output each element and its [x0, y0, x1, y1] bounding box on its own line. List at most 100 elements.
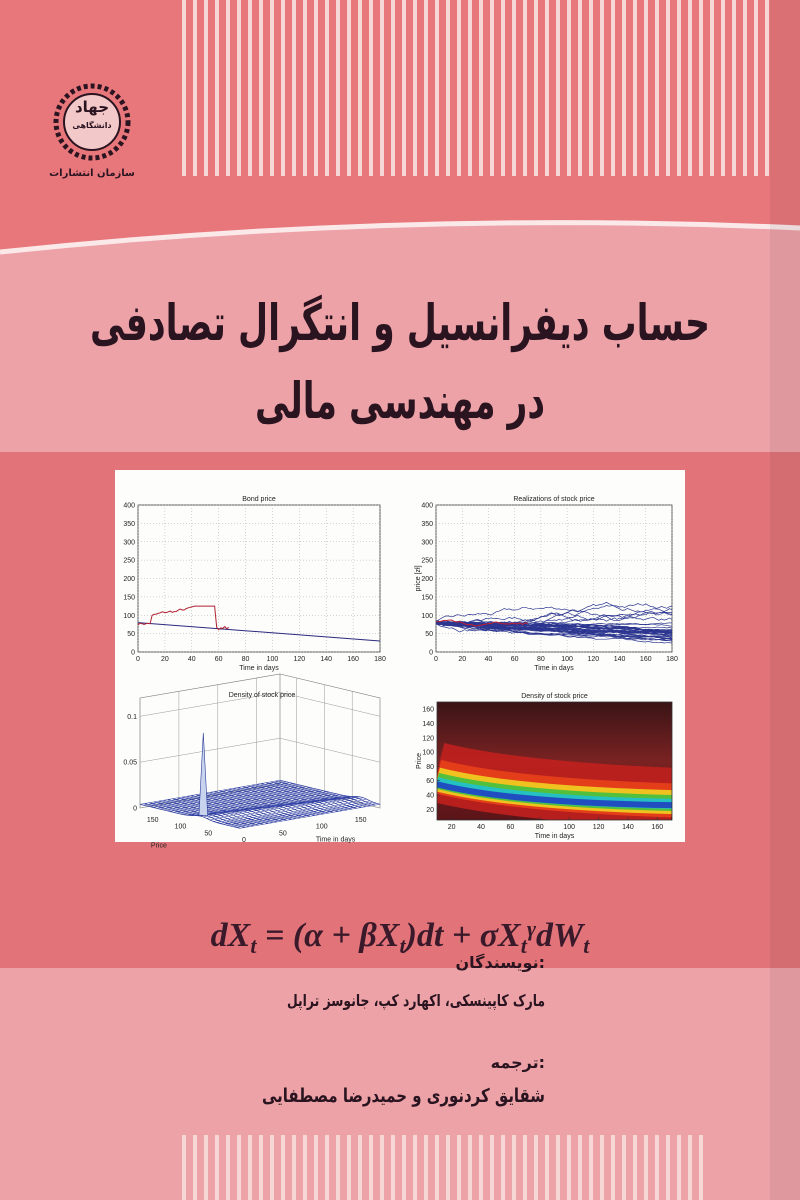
mesh-line: [143, 780, 284, 806]
y-tick-label: 350: [123, 521, 135, 528]
stripe: [655, 0, 659, 176]
formula-part: dW: [536, 917, 586, 954]
stripe: [446, 1135, 450, 1200]
x-tick-label: 100: [561, 656, 573, 663]
y-tick-label: 100: [175, 824, 187, 831]
figures: 0 20 40 60 80 100 120 140 160 1800501001502002503…: [123, 496, 678, 849]
mesh-line: [156, 784, 297, 809]
stripe: [237, 0, 241, 176]
stripe: [523, 1135, 527, 1200]
y-tick-label: 100: [422, 750, 434, 757]
stripe: [633, 1135, 637, 1200]
stripe: [413, 0, 417, 176]
stripe: [611, 1135, 615, 1200]
y-tick-label: 150: [421, 594, 433, 601]
stripe: [545, 0, 549, 176]
y-tick-label: 80: [426, 764, 434, 771]
figure-title: Realizations of stock price: [513, 496, 594, 503]
heatmap: [437, 702, 672, 820]
logo-disc: [63, 93, 121, 151]
stripe: [380, 0, 384, 176]
stripe: [292, 1135, 296, 1200]
mesh-line: [206, 795, 347, 819]
y-tick-label: 300: [421, 539, 433, 546]
mesh-line: [236, 803, 377, 828]
stripe: [325, 0, 329, 176]
stripe: [501, 0, 505, 176]
decor-line: [435, 601, 673, 622]
formula-part: dX: [211, 917, 252, 954]
x-tick-label: 40: [188, 656, 196, 663]
stripe: [259, 1135, 263, 1200]
stripes: [182, 0, 769, 176]
mesh-line: [186, 791, 327, 816]
x-tick-label: 50: [279, 830, 287, 837]
stripe: [424, 1135, 428, 1200]
mesh-line: [193, 792, 334, 816]
heatmap-band: [437, 781, 672, 809]
formula-part: = (α + βX: [256, 917, 400, 954]
stripe: [248, 1135, 252, 1200]
y-tick-label: 50: [425, 631, 433, 638]
stripe: [589, 1135, 593, 1200]
stripe: [402, 1135, 406, 1200]
x-tick-label: 160: [640, 656, 652, 663]
stripe: [193, 0, 197, 176]
y-axis-label: Price: [416, 753, 423, 769]
formula: dXt = (α + βXt)dt + σXtγdWt: [211, 916, 591, 957]
z-tick-label: 0.05: [123, 760, 137, 767]
stripe: [501, 1135, 505, 1200]
x-tick-label: 60: [215, 656, 223, 663]
stripe: [358, 0, 362, 176]
stripe: [435, 0, 439, 176]
stripe: [688, 0, 692, 176]
x-tick-label: 20: [448, 824, 456, 831]
x-tick-label: 150: [355, 817, 367, 824]
stripe: [578, 1135, 582, 1200]
y-tick-label: 40: [426, 792, 434, 799]
stripe: [226, 0, 230, 176]
stripe: [567, 0, 571, 176]
stripe: [699, 1135, 703, 1200]
mesh-line: [196, 793, 337, 816]
stripe: [369, 1135, 373, 1200]
y-tick-label: 250: [123, 558, 135, 565]
mesh-line: [173, 788, 314, 813]
y-tick-label: 150: [123, 594, 135, 601]
formula-part: )dt + σX: [403, 917, 522, 954]
figure-title: Density of stock price: [521, 693, 588, 700]
stripe: [677, 0, 681, 176]
stripe: [182, 0, 186, 176]
decor-line: [435, 610, 673, 627]
formula-part: γ: [527, 916, 537, 941]
x-tick-label: 40: [477, 824, 485, 831]
y-tick-label: 300: [123, 539, 135, 546]
y-tick-label: 160: [422, 707, 434, 714]
x-tick-label: 60: [511, 656, 519, 663]
x-tick-label: 160: [651, 824, 663, 831]
figure-title: Bond price: [242, 496, 276, 503]
stripe: [699, 0, 703, 176]
x-tick-label: 80: [242, 656, 250, 663]
x-tick-label: 120: [593, 824, 605, 831]
stripe: [534, 0, 538, 176]
mesh-line: [226, 798, 367, 826]
y-tick-label: 0: [429, 650, 433, 657]
mesh-line: [159, 784, 301, 810]
mesh-line: [223, 797, 364, 825]
y-tick-label: 0: [131, 650, 135, 657]
stripe: [567, 1135, 571, 1200]
stripe: [655, 1135, 659, 1200]
y-tick-label: 250: [421, 558, 433, 565]
curve-line: [0, 220, 800, 255]
publisher-name: سازمان انتشارات: [49, 168, 135, 179]
stripe: [303, 1135, 307, 1200]
x-tick-label: 180: [666, 656, 678, 663]
x-tick-label: 120: [587, 656, 599, 663]
y-tick-label: 100: [421, 613, 433, 620]
stripe: [611, 0, 615, 176]
stripe: [325, 1135, 329, 1200]
y-axis-label: price [zł]: [415, 565, 422, 591]
stripe: [358, 1135, 362, 1200]
stripe: [556, 1135, 560, 1200]
